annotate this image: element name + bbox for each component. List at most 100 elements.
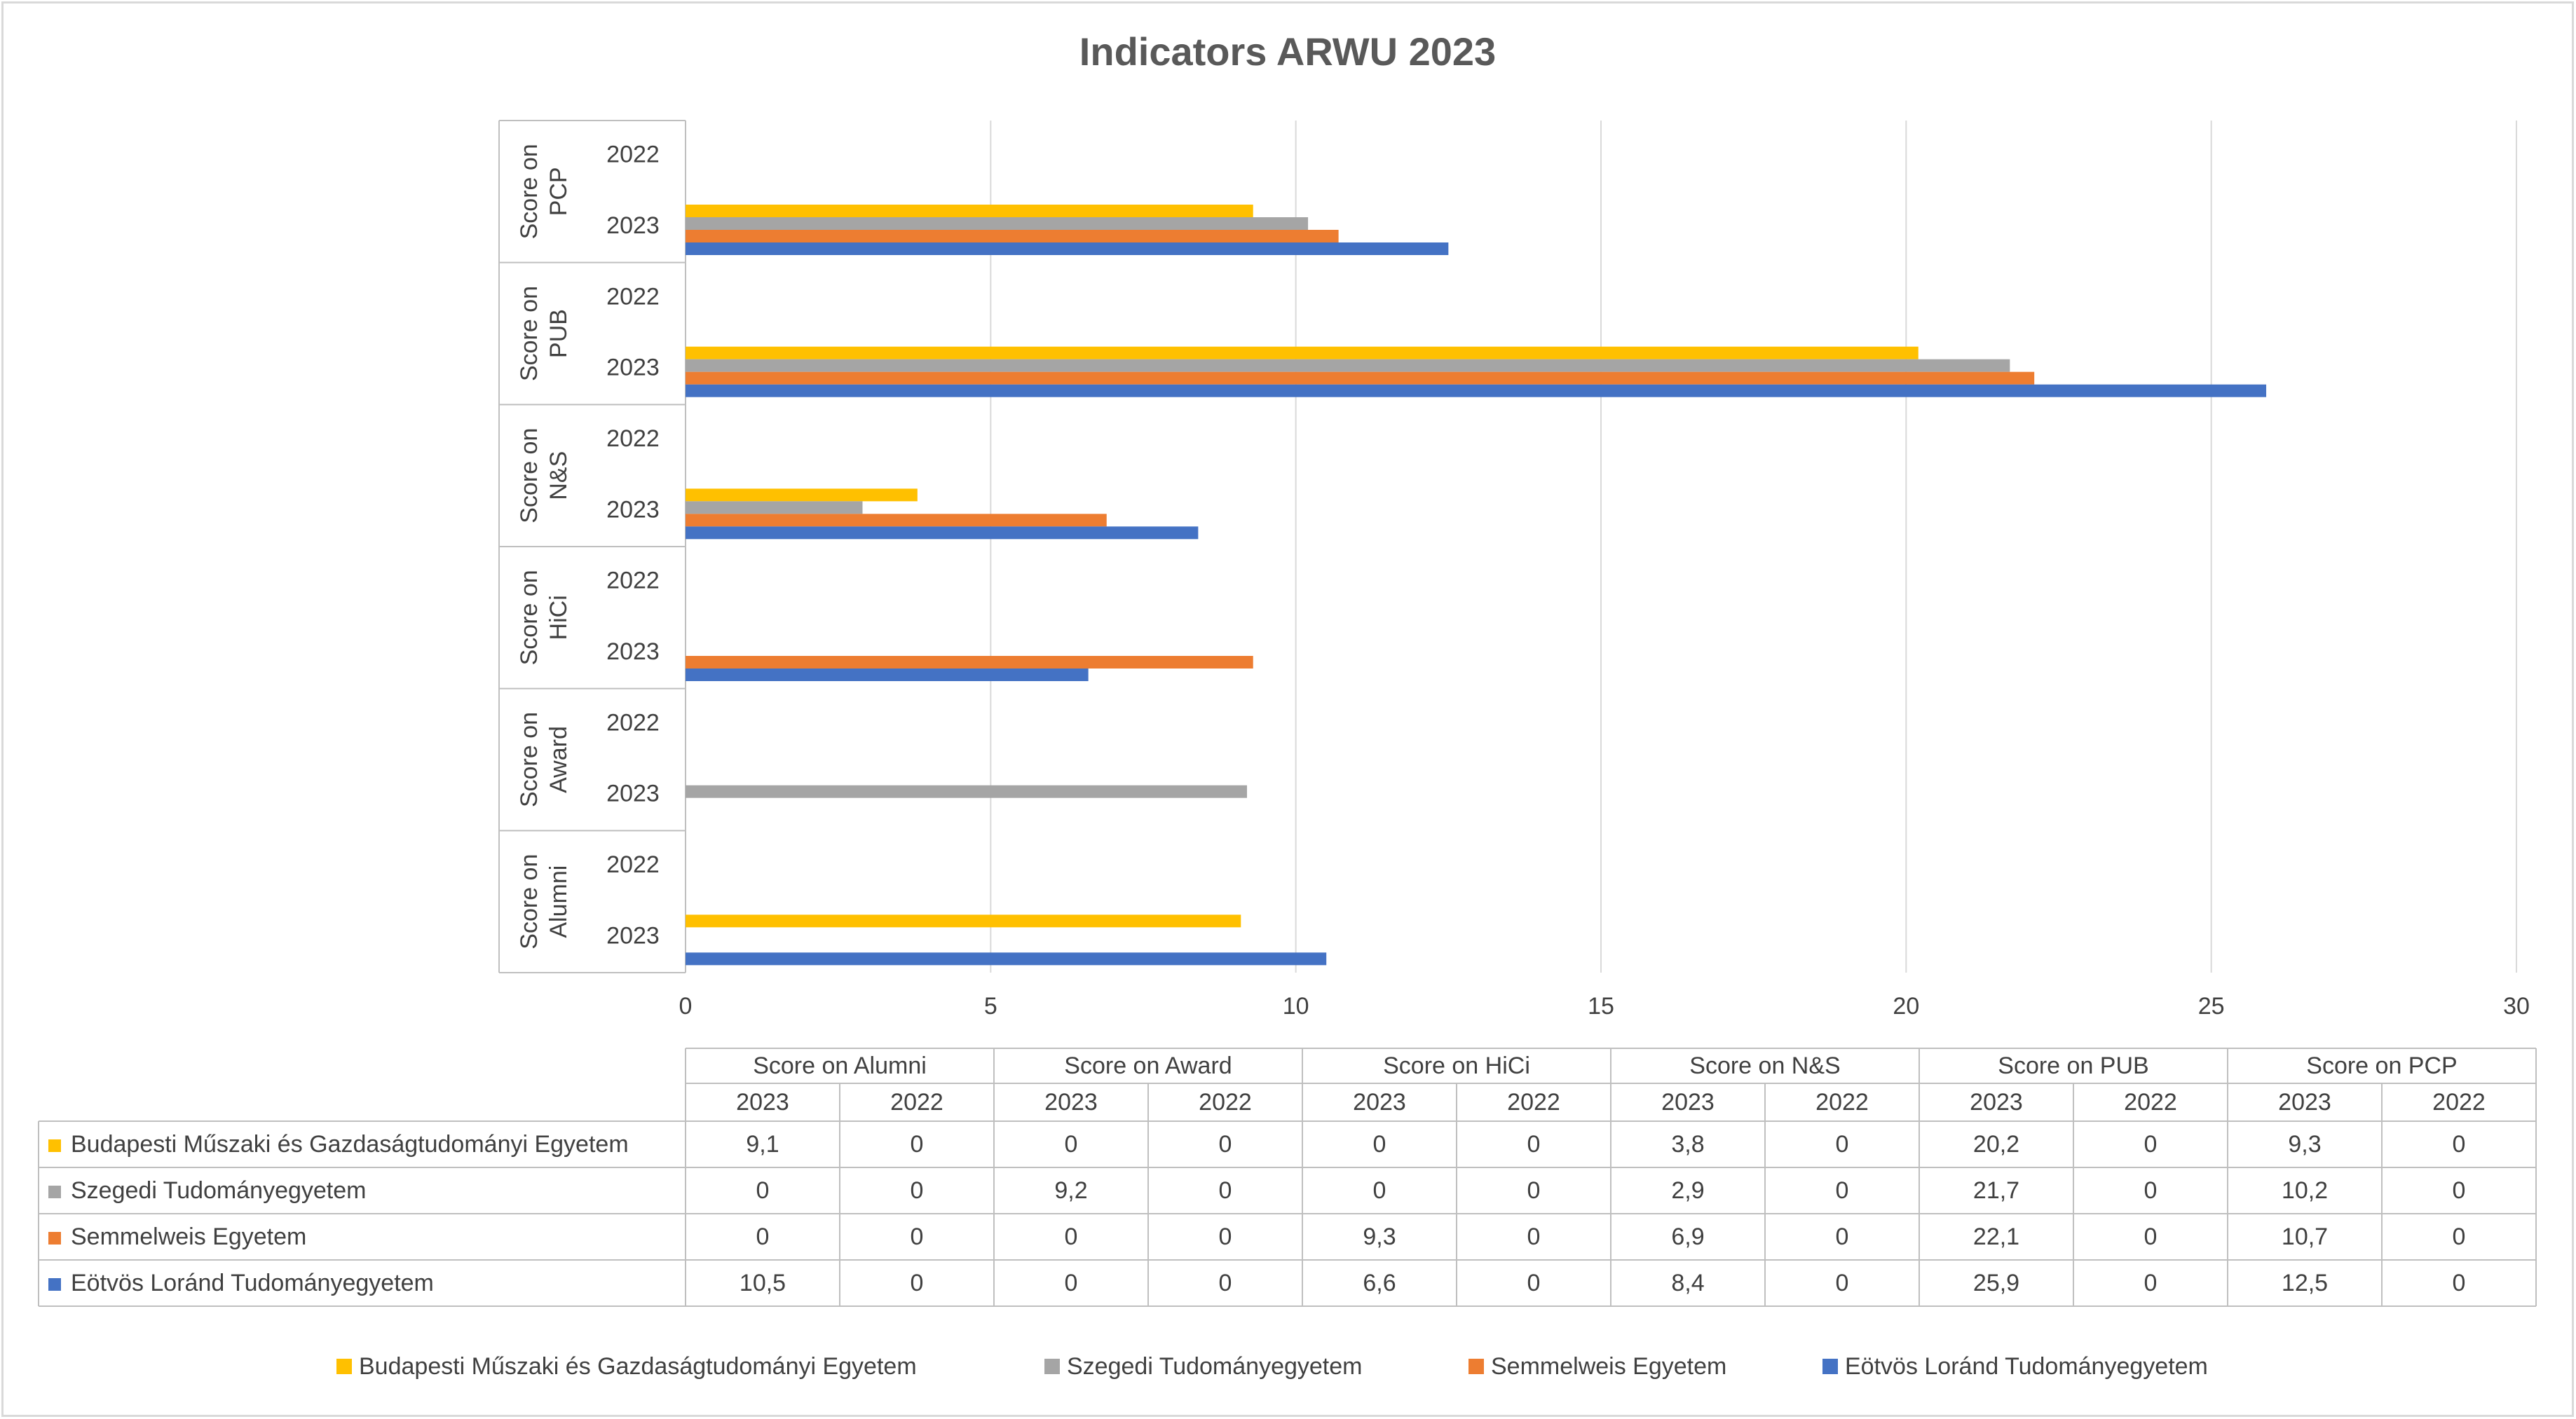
table-row-label: Semmelweis Egyetem bbox=[71, 1223, 306, 1250]
table-legend-key bbox=[48, 1139, 61, 1152]
x-tick-label: 30 bbox=[2503, 993, 2530, 1020]
year-label: 2023 bbox=[606, 212, 660, 239]
chart-title: Indicators ARWU 2023 bbox=[1079, 29, 1496, 74]
bar-semmelweis-2023 bbox=[686, 656, 1253, 669]
year-label: 2022 bbox=[606, 283, 660, 310]
table-year-header: 2022 bbox=[1815, 1089, 1869, 1116]
bar-eötvös-2023 bbox=[686, 952, 1327, 966]
year-label: 2023 bbox=[606, 496, 660, 523]
table-cell: 0 bbox=[1219, 1223, 1232, 1250]
table-row-label: Szegedi Tudományegyetem bbox=[71, 1177, 366, 1204]
table-year-header: 2022 bbox=[2432, 1089, 2486, 1116]
legend-label: Szegedi Tudományegyetem bbox=[1067, 1353, 1362, 1380]
table-cell: 10,7 bbox=[2282, 1223, 2328, 1250]
table-year-header: 2022 bbox=[2124, 1089, 2177, 1116]
bar-szegedi-2023 bbox=[686, 359, 2010, 372]
legend-swatch bbox=[1468, 1359, 1484, 1374]
table-legend-key bbox=[48, 1232, 61, 1245]
table-row-label: Eötvös Loránd Tudományegyetem bbox=[71, 1270, 434, 1296]
table-cell: 2,9 bbox=[1671, 1177, 1704, 1204]
table-cell: 20,2 bbox=[1973, 1131, 2019, 1158]
table-cell: 21,7 bbox=[1973, 1177, 2019, 1204]
table-row-label: Budapesti Műszaki és Gazdaságtudományi E… bbox=[71, 1131, 629, 1158]
table-cell: 6,6 bbox=[1363, 1270, 1396, 1296]
table-cell: 10,2 bbox=[2282, 1177, 2328, 1204]
year-label: 2022 bbox=[606, 851, 660, 878]
bar-szegedi-2023 bbox=[686, 785, 1248, 798]
bar-semmelweis-2023 bbox=[686, 514, 1107, 527]
table-cell: 0 bbox=[1836, 1131, 1849, 1158]
table-legend-key bbox=[48, 1278, 61, 1291]
legend-swatch bbox=[1822, 1359, 1838, 1374]
table-cell: 0 bbox=[911, 1131, 924, 1158]
table-cell: 0 bbox=[1219, 1177, 1232, 1204]
category-group-label: Score on Award bbox=[516, 712, 572, 807]
table-year-header: 2022 bbox=[1507, 1089, 1560, 1116]
table-cell: 0 bbox=[2144, 1131, 2158, 1158]
table-cell: 0 bbox=[1219, 1270, 1232, 1296]
table-group-header: Score on Alumni bbox=[753, 1053, 927, 1079]
category-group-label: Score on N&S bbox=[516, 428, 572, 523]
table-cell: 9,1 bbox=[746, 1131, 779, 1158]
table-cell: 8,4 bbox=[1671, 1270, 1704, 1296]
category-group-label: Score on PUB bbox=[516, 286, 572, 381]
x-tick-label: 0 bbox=[679, 993, 693, 1020]
bar-eötvös-2023 bbox=[686, 242, 1449, 255]
legend-label: Semmelweis Egyetem bbox=[1491, 1353, 1726, 1380]
table-cell: 10,5 bbox=[740, 1270, 786, 1296]
table-cell: 0 bbox=[756, 1177, 770, 1204]
legend-label: Budapesti Műszaki és Gazdaságtudományi E… bbox=[359, 1353, 917, 1380]
table-cell: 0 bbox=[911, 1270, 924, 1296]
legend-swatch bbox=[336, 1359, 352, 1374]
table-cell: 22,1 bbox=[1973, 1223, 2019, 1250]
table-group-header: Score on PCP bbox=[2306, 1053, 2457, 1079]
table-cell: 0 bbox=[1836, 1223, 1849, 1250]
year-label: 2023 bbox=[606, 922, 660, 949]
bar-eötvös-2023 bbox=[686, 526, 1199, 540]
category-group-label: Score on HiCi bbox=[516, 570, 572, 665]
table-cell: 9,2 bbox=[1054, 1177, 1087, 1204]
year-label: 2023 bbox=[606, 781, 660, 807]
table-legend-key bbox=[48, 1186, 61, 1198]
table-year-header: 2023 bbox=[736, 1089, 789, 1116]
table-year-header: 2022 bbox=[1199, 1089, 1252, 1116]
bar-semmelweis-2023 bbox=[686, 371, 2035, 385]
table-cell: 6,9 bbox=[1671, 1223, 1704, 1250]
table-group-header: Score on PUB bbox=[1998, 1053, 2148, 1079]
bar-budapesti-2023 bbox=[686, 205, 1253, 217]
table-year-header: 2023 bbox=[1970, 1089, 2023, 1116]
table-cell: 0 bbox=[2453, 1131, 2466, 1158]
year-label: 2022 bbox=[606, 425, 660, 452]
table-cell: 0 bbox=[1373, 1177, 1386, 1204]
table-year-header: 2022 bbox=[890, 1089, 943, 1116]
table-cell: 0 bbox=[1527, 1223, 1541, 1250]
table-cell: 9,3 bbox=[1363, 1223, 1396, 1250]
x-tick-label: 25 bbox=[2198, 993, 2225, 1020]
table-cell: 0 bbox=[1836, 1177, 1849, 1204]
table-cell: 0 bbox=[1065, 1131, 1078, 1158]
table-year-header: 2023 bbox=[1353, 1089, 1406, 1116]
bar-semmelweis-2023 bbox=[686, 230, 1339, 242]
table-cell: 0 bbox=[1219, 1131, 1232, 1158]
x-tick-label: 5 bbox=[984, 993, 997, 1020]
bar-szegedi-2023 bbox=[686, 501, 863, 514]
table-group-header: Score on HiCi bbox=[1383, 1053, 1530, 1079]
table-cell: 9,3 bbox=[2288, 1131, 2321, 1158]
year-label: 2023 bbox=[606, 638, 660, 665]
table-cell: 12,5 bbox=[2282, 1270, 2328, 1296]
year-label: 2022 bbox=[606, 709, 660, 736]
table-cell: 0 bbox=[911, 1177, 924, 1204]
table-year-header: 2023 bbox=[1044, 1089, 1098, 1116]
table-group-header: Score on Award bbox=[1064, 1053, 1232, 1079]
bar-eötvös-2023 bbox=[686, 384, 2267, 397]
category-group-label: Score on PCP bbox=[516, 144, 572, 239]
table-cell: 0 bbox=[1373, 1131, 1386, 1158]
x-tick-label: 20 bbox=[1893, 993, 1919, 1020]
year-label: 2022 bbox=[606, 568, 660, 594]
legend-label: Eötvös Loránd Tudományegyetem bbox=[1845, 1353, 2208, 1380]
table-cell: 0 bbox=[1065, 1270, 1078, 1296]
table-cell: 0 bbox=[2453, 1177, 2466, 1204]
x-tick-label: 10 bbox=[1283, 993, 1309, 1020]
